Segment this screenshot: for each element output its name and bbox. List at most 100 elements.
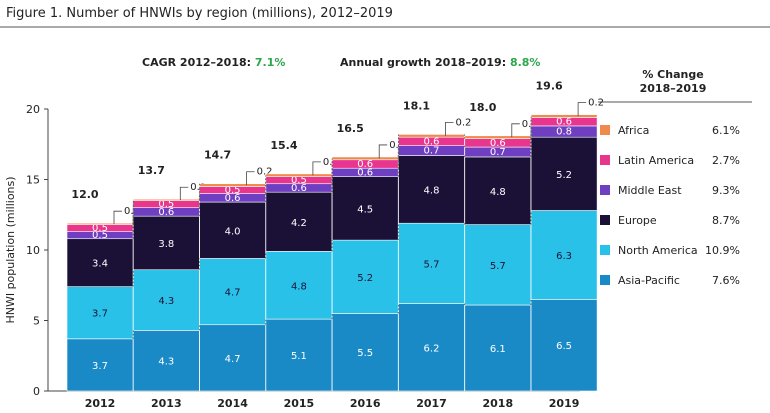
bar-segment-north-america-2019	[530, 210, 598, 300]
total-label-2015: 15.4	[270, 139, 297, 152]
africa-callout-label-2017: 0.2	[456, 117, 472, 128]
x-tick-label-2018: 2018	[482, 397, 513, 410]
y-tick-label: 0	[33, 385, 40, 398]
bar-segment-north-america-2016	[331, 239, 399, 314]
data-label-north-america-2013: 4.3	[158, 296, 174, 307]
legend-swatch-middle-east	[600, 185, 610, 195]
bar-segment-africa-2013	[133, 198, 200, 201]
total-label-2014: 14.7	[204, 149, 231, 162]
legend-swatch-africa	[600, 125, 610, 135]
legend: Africa 6.1% Latin America 2.7% Middle East 9.…	[600, 124, 740, 287]
legend-change-europe: 8.7%	[712, 214, 740, 227]
data-label-north-america-2014: 4.7	[225, 288, 241, 299]
data-label-north-america-2015: 4.8	[291, 281, 307, 292]
data-label-latin-america-2016: 0.6	[357, 159, 373, 170]
legend-label-north-america: North America	[618, 244, 698, 257]
x-tick-label-2012: 2012	[85, 397, 116, 410]
data-label-middle-east-2017: 0.7	[424, 146, 440, 157]
data-label-north-america-2017: 5.7	[424, 259, 440, 270]
legend-label-latin-america: Latin America	[618, 154, 694, 167]
africa-callout-label-2013: 0.1	[190, 182, 206, 193]
annual-growth-label: Annual growth 2018–2019:	[340, 56, 510, 69]
data-label-latin-america-2012: 0.5	[92, 223, 108, 234]
data-label-latin-america-2014: 0.5	[225, 185, 241, 196]
bar-segment-asia-pacific-2019	[530, 299, 598, 392]
africa-callout-leader	[312, 161, 321, 176]
cagr-label: CAGR 2012–2018:	[142, 56, 255, 69]
data-label-middle-east-2013: 0.6	[158, 207, 174, 218]
africa-callout-label-2019: 0.2	[588, 98, 604, 109]
data-label-middle-east-2018: 0.7	[490, 147, 506, 158]
bar-segment-europe-2012	[66, 238, 134, 287]
africa-callout-label-2018: 0.2	[522, 119, 538, 130]
bar-segment-africa-2015	[265, 173, 333, 177]
bar-segment-europe-2017	[398, 155, 465, 224]
data-label-north-america-2018: 5.7	[490, 261, 506, 272]
total-label-2018: 18.0	[469, 101, 496, 114]
data-label-europe-2015: 4.2	[291, 218, 307, 229]
africa-callout-leader	[113, 210, 122, 224]
africa-callout-leader	[246, 171, 255, 186]
bar-segment-asia-pacific-2018	[464, 304, 532, 392]
legend-swatch-europe	[600, 215, 610, 225]
x-tick-label-2014: 2014	[217, 397, 248, 410]
africa-callout-leader	[445, 121, 454, 136]
total-label-2016: 16.5	[337, 122, 364, 135]
annual-growth-value: 8.8%	[510, 56, 541, 69]
total-label-2012: 12.0	[71, 188, 98, 201]
data-label-middle-east-2014: 0.6	[225, 193, 241, 204]
legend-label-africa: Africa	[618, 124, 649, 137]
data-label-latin-america-2017: 0.6	[424, 136, 440, 147]
africa-callout-label-2016: 0.2	[389, 140, 405, 151]
data-label-asia-pacific-2013: 4.3	[158, 357, 174, 368]
data-label-middle-east-2012: 0.5	[92, 230, 108, 241]
y-tick-label: 10	[26, 244, 40, 257]
bar-segment-africa-2019	[530, 114, 598, 118]
y-tick-label: 20	[26, 103, 40, 116]
bar-segment-asia-pacific-2013	[133, 330, 200, 392]
africa-callout-label-2012: 0.1	[124, 206, 140, 217]
data-label-europe-2019: 5.2	[556, 170, 572, 181]
data-label-asia-pacific-2016: 5.5	[357, 348, 373, 359]
bar-segment-asia-pacific-2017	[398, 303, 465, 392]
africa-callout-leader	[511, 123, 520, 138]
bar-segment-north-america-2013	[133, 269, 200, 331]
legend-label-asia-pacific: Asia-Pacific	[618, 274, 680, 287]
bar-segment-africa-2018	[464, 135, 532, 139]
bar-segment-asia-pacific-2016	[331, 313, 399, 392]
data-label-asia-pacific-2014: 4.7	[225, 354, 241, 365]
legend-swatch-north-america	[600, 245, 610, 255]
data-label-latin-america-2015: 0.5	[291, 175, 307, 186]
africa-callout-leader	[378, 144, 388, 159]
bar-segment-north-america-2018	[464, 224, 532, 306]
data-label-europe-2016: 4.5	[357, 204, 373, 215]
x-tick-label-2015: 2015	[284, 397, 315, 410]
data-label-europe-2012: 3.4	[92, 259, 108, 270]
data-label-north-america-2019: 6.3	[556, 251, 572, 262]
africa-callout-label-2015: 0.2	[323, 157, 339, 168]
legend-swatch-asia-pacific	[600, 275, 610, 285]
bar-segment-north-america-2012	[66, 286, 134, 340]
bar-segment-africa-2017	[398, 134, 465, 138]
y-axis-label: HNWI population (millions)	[4, 176, 17, 323]
data-label-asia-pacific-2019: 6.5	[556, 341, 572, 352]
x-tick-label-2016: 2016	[350, 397, 381, 410]
data-label-asia-pacific-2017: 6.2	[424, 343, 440, 354]
pct-change-title-line2: 2018–2019	[640, 82, 707, 95]
bar-segment-africa-2014	[199, 183, 266, 187]
data-label-latin-america-2013: 0.5	[158, 199, 174, 210]
bar-segment-north-america-2015	[265, 251, 333, 320]
y-tick-label: 5	[33, 315, 40, 328]
data-label-middle-east-2015: 0.6	[291, 183, 307, 194]
data-label-europe-2017: 4.8	[424, 185, 440, 196]
africa-callout-label-2014: 0.2	[257, 167, 273, 178]
bar-segment-africa-2012	[66, 222, 134, 225]
x-tick-label-2017: 2017	[416, 397, 447, 410]
cagr-value: 7.1%	[255, 56, 286, 69]
legend-label-europe: Europe	[618, 214, 657, 227]
legend-change-latin-america: 2.7%	[712, 154, 740, 167]
bar-segment-europe-2018	[464, 156, 532, 225]
legend-change-middle-east: 9.3%	[712, 184, 740, 197]
data-label-europe-2018: 4.8	[490, 187, 506, 198]
